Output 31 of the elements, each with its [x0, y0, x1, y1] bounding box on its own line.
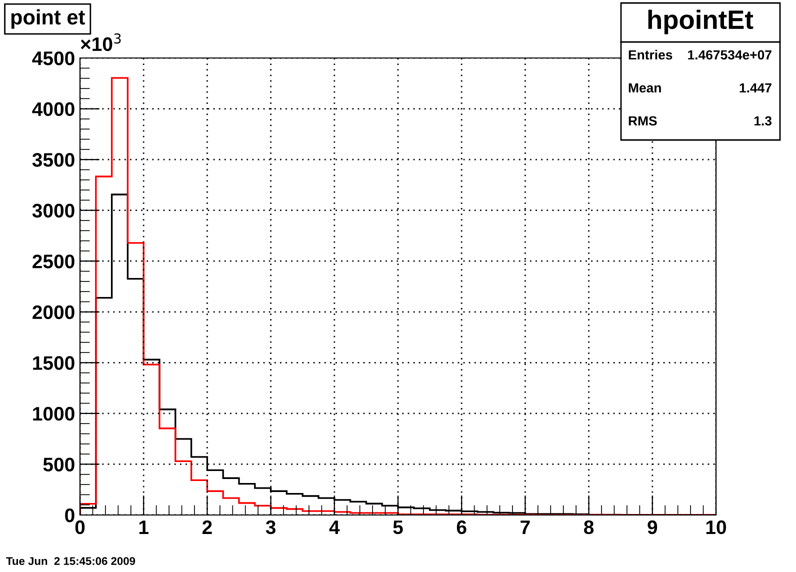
y-tick-label: 3500: [32, 153, 74, 167]
annotation: Mean: [628, 83, 661, 93]
annotation: 1.467534e+07: [688, 50, 772, 60]
y-tick-label: 4000: [32, 102, 74, 116]
text: Tue Jun 2 15:45:06 2009: [6, 557, 136, 565]
x-tick-label: 1: [139, 520, 148, 534]
x-tick-label: 8: [584, 520, 594, 534]
x-tick-label: 10: [706, 520, 726, 534]
annotation: Entries: [628, 50, 672, 60]
x-tick-label: 4: [329, 520, 340, 534]
x-tick-label: 5: [393, 520, 403, 534]
x-tick-label: 3: [266, 520, 276, 534]
y-tick-label: 0: [65, 508, 74, 522]
x-tick-label: 0: [75, 520, 85, 534]
y-tick-label: 500: [43, 458, 74, 472]
y-tick-label: 4500: [32, 51, 74, 66]
y-tick-label: 2000: [32, 305, 74, 320]
text: 1.3: [754, 116, 772, 126]
chart-title: point et: [11, 9, 85, 29]
y-tick-label: 3000: [32, 204, 74, 218]
text: 1.447: [740, 83, 772, 92]
x-tick-label: 2: [202, 520, 212, 534]
y-tick-label: 1000: [33, 406, 74, 421]
y-tick-label: 1500: [33, 356, 74, 370]
x-tick-label: 6: [456, 520, 466, 534]
annotation: RMS: [628, 116, 657, 126]
text: hpointEt: [648, 10, 754, 34]
text: ×10$^{3}$: [80, 33, 121, 52]
x-tick-label: 7: [520, 520, 530, 534]
x-tick-label: 9: [648, 520, 658, 534]
y-tick-label: 2500: [32, 254, 74, 268]
